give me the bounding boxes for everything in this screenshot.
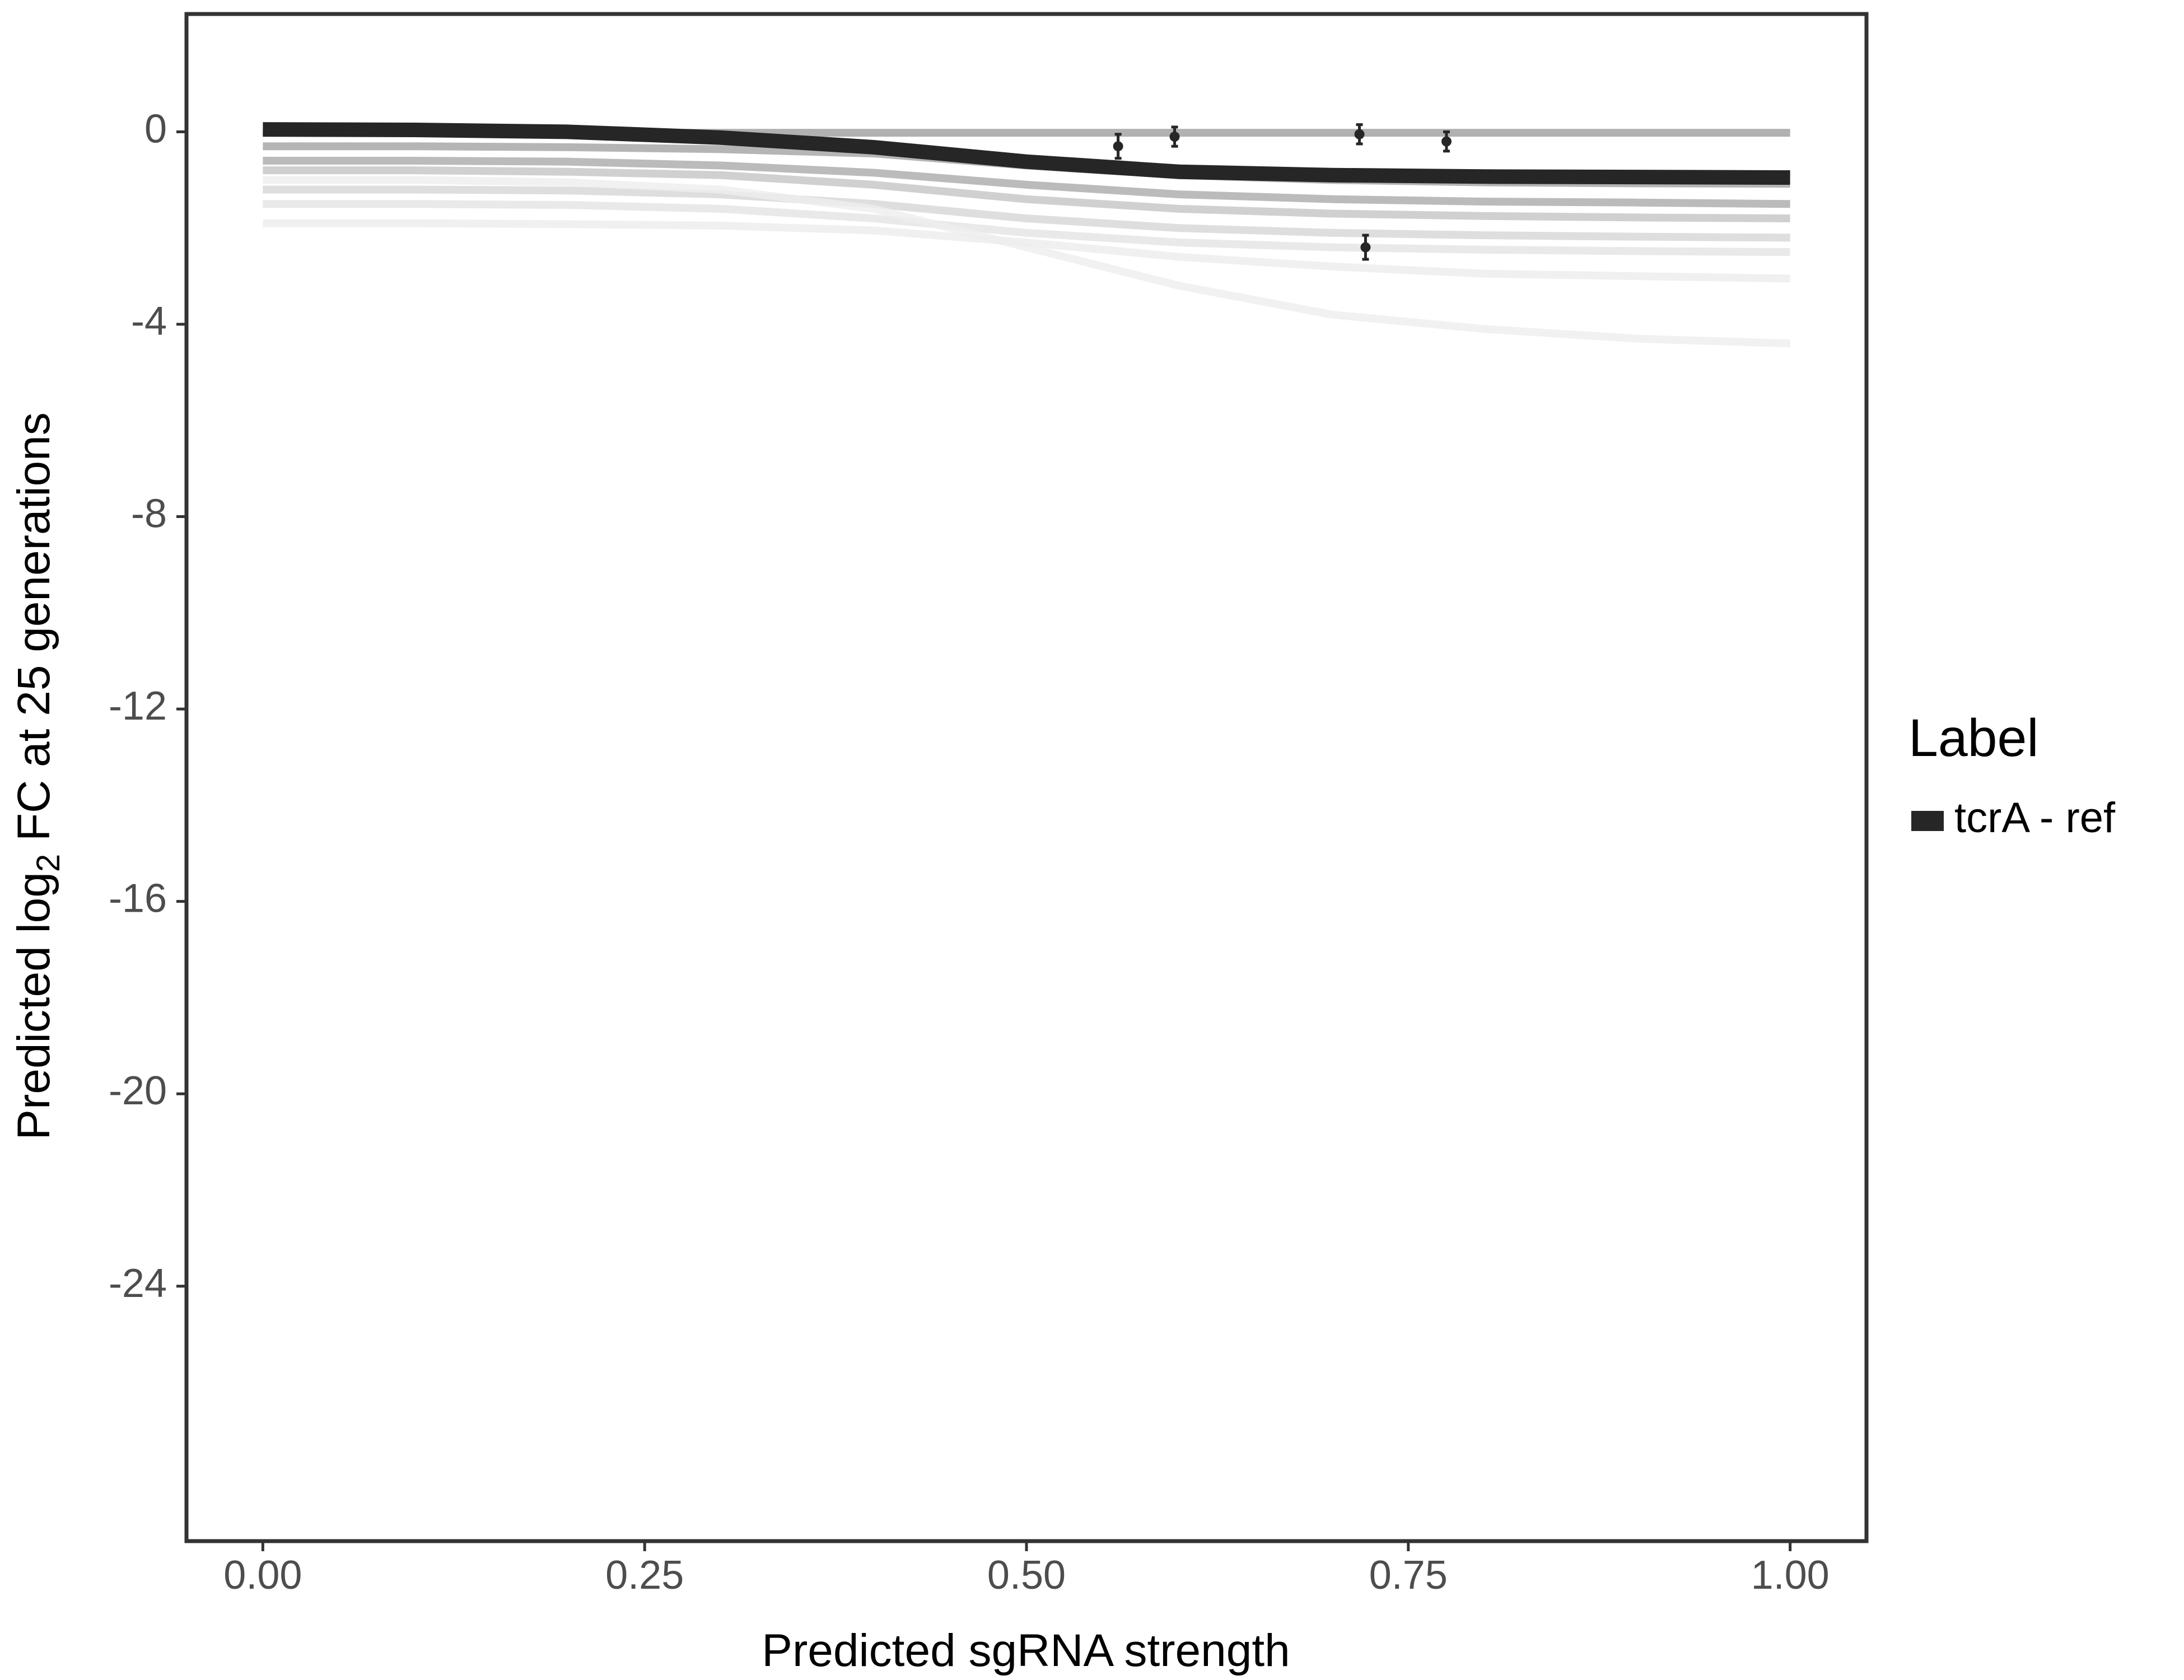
x-tick-label: 1.00 xyxy=(1751,1553,1830,1598)
point xyxy=(1169,132,1180,142)
legend-title: Label xyxy=(1908,708,2038,768)
draw-line xyxy=(263,166,1790,223)
y-axis-title-part: Predicted log xyxy=(8,872,59,1140)
y-tick-label: -4 xyxy=(131,299,167,344)
x-tick-label: 0.25 xyxy=(605,1553,684,1598)
point xyxy=(1441,136,1452,147)
y-tick-label: 0 xyxy=(144,106,167,151)
legend-label: tcrA - ref xyxy=(1954,794,2116,842)
y-tick-label: -12 xyxy=(109,684,167,729)
series-line xyxy=(263,122,1790,185)
point xyxy=(1113,141,1123,152)
draw-line xyxy=(263,156,1790,208)
y-tick-label: -16 xyxy=(109,876,167,921)
draw-line xyxy=(263,176,1790,348)
draw-line xyxy=(263,219,1790,283)
x-axis-title: Predicted sgRNA strength xyxy=(762,1625,1290,1676)
x-tick-label: 0.50 xyxy=(987,1553,1066,1598)
y-tick-label: -24 xyxy=(109,1261,167,1306)
panel-border xyxy=(184,12,1869,1543)
y-tick-label: -20 xyxy=(109,1068,167,1113)
y-tick-label: -8 xyxy=(131,492,167,536)
x-tick-label: 0.00 xyxy=(223,1553,302,1598)
x-tick-label: 0.75 xyxy=(1369,1553,1448,1598)
legend-key xyxy=(1911,811,1944,831)
draw-line xyxy=(263,185,1790,242)
point xyxy=(1360,242,1371,253)
y-axis-title-part: FC at 25 generations xyxy=(8,412,59,854)
point xyxy=(1354,129,1365,139)
draw-line xyxy=(263,200,1790,256)
y-axis-title: Predicted log2 FC at 25 generations xyxy=(8,412,67,1140)
y-axis-title-subscript: 2 xyxy=(30,854,67,872)
